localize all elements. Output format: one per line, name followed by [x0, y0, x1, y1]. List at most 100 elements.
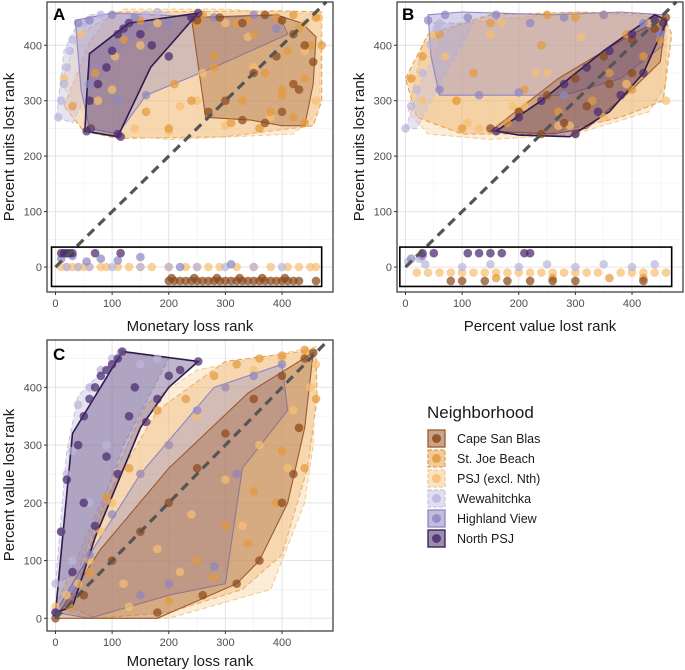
- panel-b-point-hv: [406, 254, 416, 263]
- panel-c-point-psj: [124, 602, 134, 612]
- panel-b-point-psj: [497, 18, 507, 28]
- panel-b-point-npsj: [514, 113, 524, 122]
- panel-a-point-npsj: [147, 41, 157, 50]
- panel-c-xtick-label: 400: [273, 637, 291, 649]
- panel-a-point-csb: [277, 107, 287, 117]
- panel-c-point-psj: [306, 383, 315, 392]
- panel-a-point-hv: [96, 254, 106, 263]
- panel-a-ylabel: Percent units lost rank: [1, 72, 18, 221]
- panel-b-point-npsj: [605, 46, 614, 56]
- panel-b-ytick-label: 300: [374, 96, 392, 108]
- panel-b-point-npsj: [582, 63, 591, 72]
- panel-a-point-hv: [226, 260, 236, 269]
- panel-a-point-sjb: [249, 29, 258, 39]
- panel-c-point-psj: [119, 579, 128, 588]
- panel-b-ytick-label: 0: [386, 262, 392, 274]
- panel-a-point-npsj: [116, 248, 125, 258]
- panel-a-point-hv: [107, 10, 117, 20]
- panel-a-point-sjb: [141, 107, 151, 117]
- panel-c-point-wew: [136, 360, 145, 369]
- panel-c-border: [46, 339, 334, 632]
- legend-item-hv: Highland View: [427, 509, 538, 528]
- panel-c-point-hv: [164, 579, 174, 588]
- panel-b-point-psj: [537, 268, 546, 277]
- panel-b-point-npsj: [429, 248, 439, 258]
- panel-c-ytick-label: 100: [24, 556, 42, 568]
- panel-b-point-sjb: [588, 96, 597, 105]
- panel-a-hull-wew: [56, 11, 171, 124]
- panel-b-point-psj: [503, 268, 512, 277]
- panel-a-point-npsj: [116, 132, 125, 141]
- panel-b-point-sjb: [503, 118, 512, 128]
- panel-b-point-psj: [423, 268, 433, 277]
- panel-b-point-csb: [548, 276, 557, 286]
- panel-c-point-psj: [175, 567, 185, 577]
- panel-b-point-hv: [463, 13, 473, 22]
- panel-b-point-hv: [656, 29, 665, 39]
- panel-c-point-csb: [277, 371, 287, 381]
- panel-a-point-hv: [272, 24, 281, 33]
- panel-a-point-npsj: [86, 124, 95, 133]
- panel-a-point-psj: [266, 262, 276, 272]
- panel-c-ytick-label: 300: [24, 440, 42, 452]
- panel-a-point-psj: [76, 29, 86, 39]
- panel-a-point-wew: [59, 79, 69, 89]
- panel-b-point-csb: [525, 276, 535, 286]
- panel-b-border: [396, 1, 684, 293]
- legend-item-sjb: St. Joe Beach: [427, 449, 535, 468]
- panel-b-point-hv: [474, 90, 484, 100]
- panel-b-point-hv: [423, 15, 433, 25]
- panel-b-point-wew: [421, 260, 430, 269]
- legend-item-npsj: North PSJ: [427, 529, 514, 548]
- panel-c-point-sjb: [249, 487, 258, 496]
- panel-a-xlabel: Monetary loss rank: [127, 318, 254, 335]
- panel-c-point-psj: [238, 521, 247, 531]
- panel-c-point-sjb: [232, 360, 241, 369]
- panel-a-point-csb: [294, 276, 304, 286]
- panel-a-point-csb: [167, 273, 176, 283]
- panel-b-point-hv: [491, 10, 501, 20]
- panel-c-point-npsj: [79, 411, 89, 421]
- panel-b-point-hv: [440, 10, 450, 20]
- panel-c-label: C: [53, 345, 65, 364]
- panel-b-point-psj: [650, 268, 659, 277]
- panel-a-point-sjb: [164, 124, 174, 133]
- panel-b-point-psj: [446, 268, 456, 277]
- panel-a-point-sjb: [90, 68, 100, 78]
- legend-dot-psj: [432, 474, 441, 483]
- panel-b-xtick-label: 0: [402, 298, 408, 310]
- panel-a-point-psj: [93, 96, 103, 105]
- panel-c: 0 100 200 300 400 0 100 200 300 400 C Monetary lo…: [1, 338, 334, 670]
- panel-b-point-sjb: [605, 68, 614, 78]
- panel-c-point-csb: [277, 498, 287, 508]
- panel-c-point-hv: [249, 371, 258, 381]
- panel-a-point-csb: [294, 85, 304, 94]
- panel-b-point-wew: [571, 262, 580, 272]
- panel-a-point-npsj: [85, 96, 94, 105]
- panel-b-point-psj: [469, 268, 478, 277]
- panel-c-point-sjb: [311, 394, 321, 404]
- panel-b-point-psj: [599, 113, 608, 122]
- panel-a-point-csb: [308, 57, 318, 67]
- panel-a-point-psj: [204, 262, 213, 272]
- legend-item-csb: Cape San Blas: [427, 429, 540, 448]
- panel-a-point-csb: [257, 273, 267, 283]
- panel-b-point-csb: [446, 276, 456, 286]
- panel-c-point-npsj: [175, 365, 185, 375]
- panel-c-point-hv: [136, 469, 145, 479]
- panel-c-point-psj: [62, 590, 72, 600]
- panel-c-point-hv: [164, 440, 174, 450]
- panel-a-point-sjb: [260, 68, 270, 78]
- panel-c-point-sjb: [153, 406, 162, 415]
- panel-b-point-sjb: [542, 10, 552, 20]
- panel-a-ytick-label: 300: [24, 96, 42, 108]
- panel-c-point-hv: [277, 360, 287, 369]
- panel-b-ytick-label: 200: [374, 151, 392, 163]
- panel-a-point-wew: [249, 262, 258, 272]
- panel-c-point-psj: [153, 544, 162, 554]
- panel-c-point-csb: [153, 608, 162, 617]
- panel-b-point-wew: [599, 260, 608, 269]
- legend-title: Neighborhood: [427, 403, 534, 422]
- panel-b-point-sjb: [486, 18, 495, 28]
